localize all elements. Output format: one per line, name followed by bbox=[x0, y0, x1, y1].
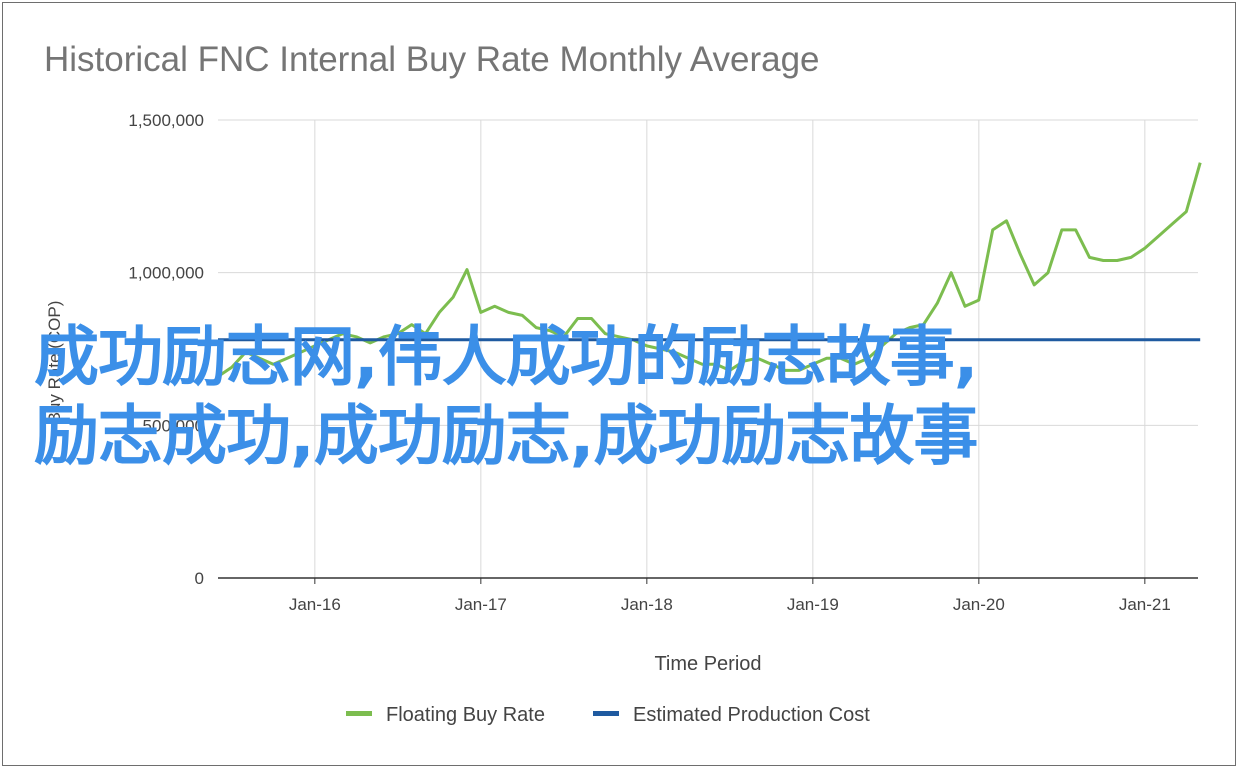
y-axis-title: Buy Rate (COP) bbox=[45, 301, 64, 424]
x-tick-label: Jan-17 bbox=[455, 595, 507, 614]
series-lines bbox=[217, 162, 1202, 378]
y-tick-label: 0 bbox=[195, 569, 204, 588]
y-tick-label: 1,500,000 bbox=[128, 111, 204, 130]
legend: Floating Buy Rate Estimated Production Co… bbox=[346, 704, 870, 726]
legend-floating-buy-rate-label: Floating Buy Rate bbox=[386, 704, 545, 726]
y-tick-label: 500,000 bbox=[143, 416, 204, 435]
gridlines bbox=[218, 119, 1198, 578]
x-tick-label: Jan-18 bbox=[621, 595, 673, 614]
legend-estimated-production-cost-swatch bbox=[593, 711, 619, 716]
x-tick-label: Jan-21 bbox=[1119, 595, 1171, 614]
series-line-floating-buy-rate bbox=[217, 162, 1202, 378]
overlay-line-1: 成功励志网,伟人成功的励志故事, bbox=[34, 320, 978, 395]
x-tick-label: Jan-20 bbox=[953, 595, 1005, 614]
x-tick-label: Jan-19 bbox=[787, 595, 839, 614]
chart-title: Historical FNC Internal Buy Rate Monthly… bbox=[44, 40, 820, 79]
axes: 0 500,000 1,000,000 1,500,000 Jan-16 Jan-17 Ja… bbox=[128, 111, 1198, 614]
x-tick-label: Jan-16 bbox=[289, 595, 341, 614]
legend-estimated-production-cost-label: Estimated Production Cost bbox=[633, 704, 870, 726]
overlay-line-2: 励志成功,成功励志,成功励志故事 bbox=[34, 399, 978, 474]
x-axis-title: Time Period bbox=[654, 653, 761, 675]
y-tick-label: 1,000,000 bbox=[128, 264, 204, 283]
watermark-overlay-text: 成功励志网,伟人成功的励志故事, 励志成功,成功励志,成功励志故事 bbox=[34, 318, 1214, 476]
legend-floating-buy-rate-swatch bbox=[346, 711, 372, 716]
